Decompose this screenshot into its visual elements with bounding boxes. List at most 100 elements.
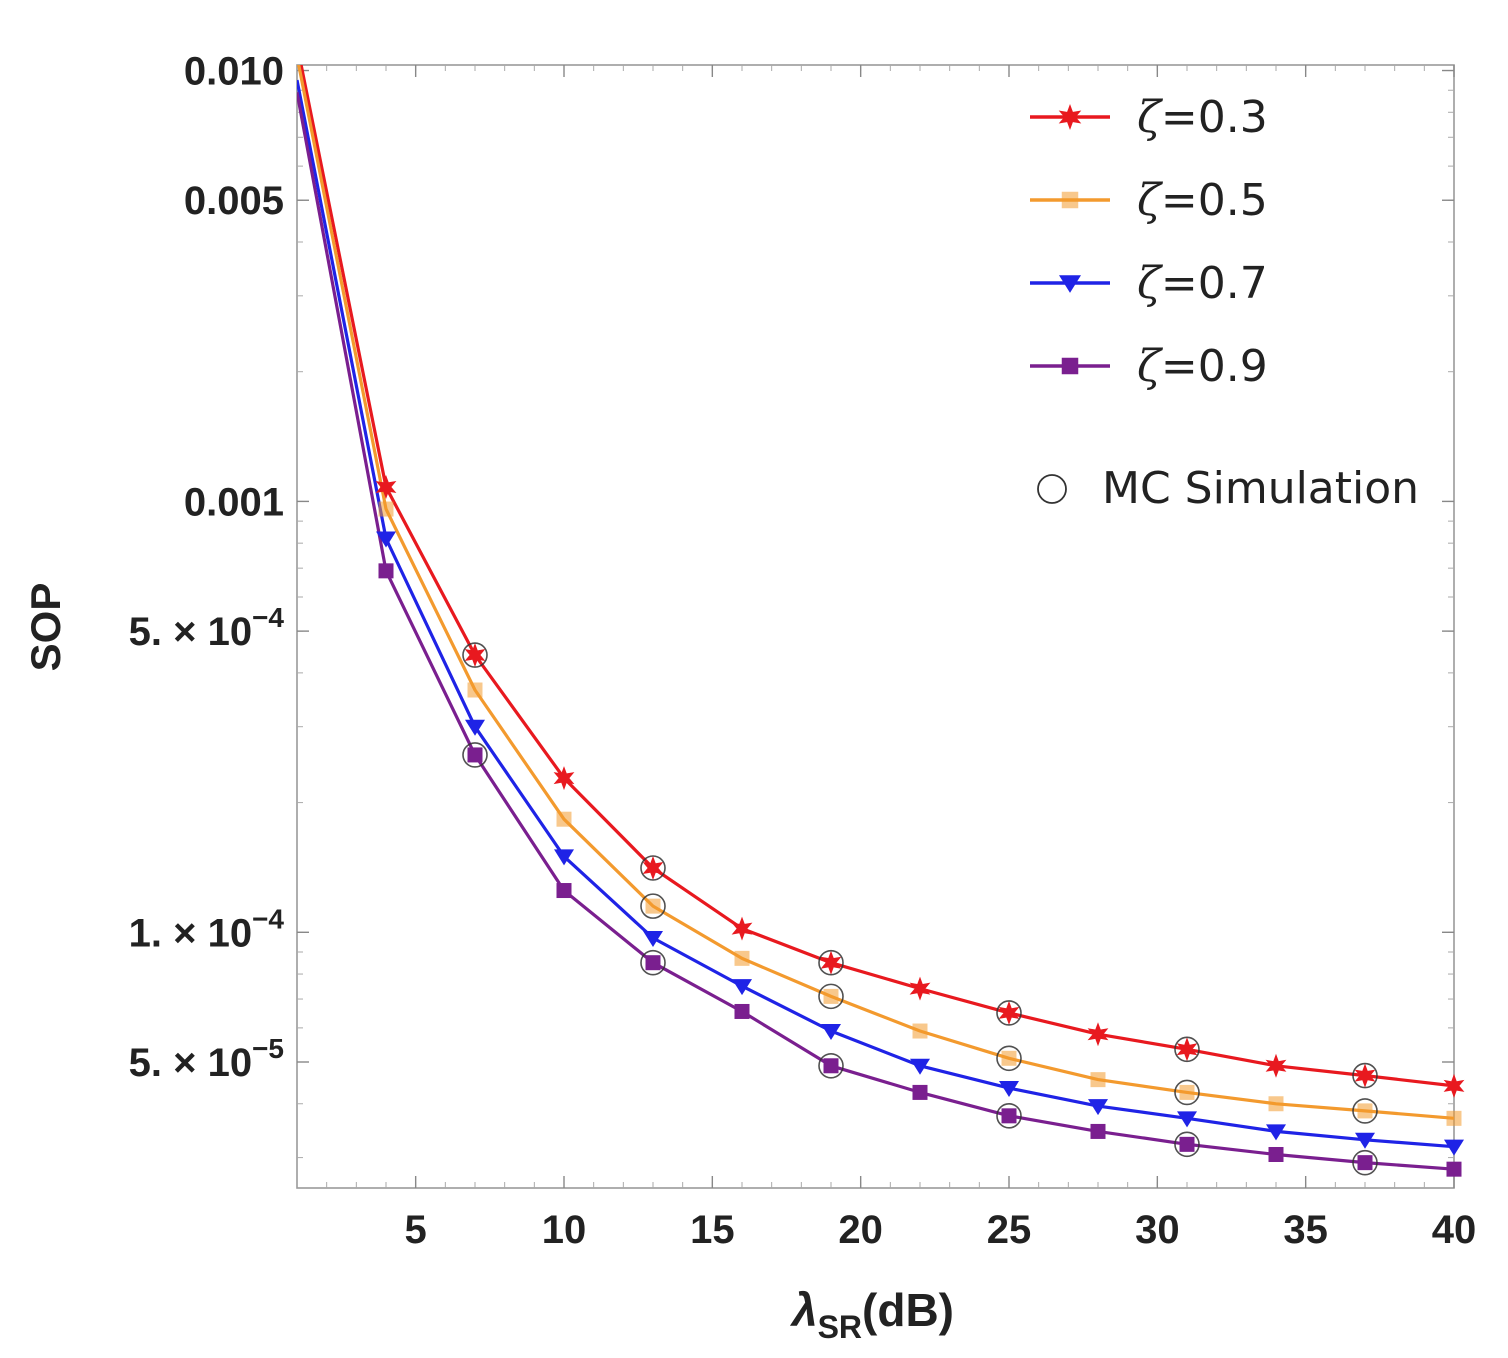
mc-simulation-point (1352, 1062, 1378, 1089)
legend-label-2: ζ=0.7 (1137, 258, 1268, 309)
series-3-marker (378, 563, 394, 579)
series-2-marker (999, 1081, 1019, 1098)
legend-label-1: ζ=0.5 (1137, 175, 1268, 226)
minor-ticks (297, 65, 1454, 1188)
series-3-marker (1446, 1161, 1462, 1177)
series-1-marker (645, 898, 661, 914)
y-tick-label: 0.001 (184, 480, 284, 524)
legend-marker-3 (1061, 357, 1079, 375)
x-tick-label: 40 (1432, 1208, 1477, 1252)
series-line-0 (299, 65, 1454, 1088)
series-0-marker (1087, 1022, 1109, 1047)
series-2-marker (643, 930, 663, 947)
series-markers (375, 475, 1465, 1177)
legend-label-0: ζ=0.3 (1137, 92, 1268, 143)
x-tick-label: 30 (1135, 1208, 1180, 1252)
mc-simulation-point (1174, 1079, 1200, 1106)
y-tick-label: 5. × 10−5 (129, 1033, 284, 1085)
series-3-marker (823, 1058, 839, 1074)
series-1-marker (912, 1023, 928, 1039)
y-tick-mantissa: 5. × 10 (129, 610, 252, 654)
series-2-marker (1088, 1099, 1108, 1116)
legend-zeta: ζ (1137, 258, 1164, 309)
mc-simulation-point (818, 983, 844, 1010)
series-0-marker (375, 475, 397, 499)
y-tick-mantissa: 1. × 10 (129, 911, 252, 955)
series-2-marker (1444, 1139, 1464, 1156)
x-axis-title-subscript: SR (818, 1309, 862, 1345)
mc-simulation-point (818, 1052, 844, 1079)
legend-marker-2 (1059, 275, 1081, 293)
mc-simulation-point (996, 1000, 1022, 1026)
series-2-marker (1177, 1111, 1197, 1128)
legend-zeta: ζ (1137, 92, 1164, 143)
legend-value: =0.7 (1161, 258, 1268, 309)
y-tick-label: 0.010 (184, 50, 284, 94)
series-0-marker (1443, 1073, 1465, 1098)
y-tick-mantissa: 0.001 (184, 480, 284, 524)
y-tick-label: 5. × 10−4 (129, 602, 285, 654)
legend-value: =0.9 (1161, 341, 1268, 392)
y-tick-mantissa: 5. × 10 (129, 1041, 252, 1085)
series-3-marker (1090, 1123, 1106, 1139)
y-tick-mantissa: 0.005 (184, 179, 284, 223)
series-0-marker (642, 856, 664, 880)
x-tick-label: 20 (838, 1208, 883, 1252)
series-1-marker (1001, 1050, 1017, 1066)
series-0-marker (1354, 1063, 1376, 1088)
series-1-marker (1446, 1110, 1462, 1126)
mc-simulation-point (996, 1045, 1022, 1072)
y-axis-title: SOP (22, 583, 69, 672)
series-3-marker (912, 1084, 928, 1100)
legend-value: =0.3 (1161, 92, 1268, 143)
series-line-1 (297, 65, 1454, 1120)
legend-value: =0.5 (1161, 175, 1268, 226)
series-1-marker (1268, 1096, 1284, 1112)
series-1-marker (378, 501, 394, 517)
series-1-marker (467, 682, 483, 698)
x-tick-label: 15 (690, 1208, 735, 1252)
mc-simulation-point (1174, 1036, 1200, 1063)
legend-mc-marker (1037, 474, 1067, 504)
mc-simulation-point (640, 893, 666, 919)
legend-zeta: ζ (1137, 175, 1164, 226)
x-tick-label: 5 (405, 1208, 427, 1252)
y-tick-exponent: −4 (252, 602, 284, 633)
mc-simulation-points (462, 642, 1378, 1176)
series-3-marker (1357, 1155, 1373, 1171)
x-axis-ticks: 5 10 15 20 25 30 35 40 (405, 65, 1477, 1252)
mc-simulation-point (818, 949, 844, 976)
y-tick-mantissa: 0.010 (184, 50, 284, 94)
series-0-marker (998, 1000, 1020, 1025)
series-line-2 (297, 79, 1454, 1149)
series-1-marker (823, 988, 839, 1004)
series-2-marker (376, 531, 396, 548)
series-lines (297, 65, 1454, 1171)
series-3-marker (1268, 1146, 1284, 1162)
x-axis-title-lambda: λ (789, 1284, 818, 1336)
series-0-marker (1265, 1053, 1287, 1078)
legend-marker-0 (1058, 104, 1082, 130)
series-0-marker (464, 643, 486, 667)
series-3-marker (1179, 1136, 1195, 1152)
legend-mc-label: MC Simulation (1102, 463, 1419, 514)
mc-simulation-point (1352, 1098, 1378, 1124)
series-0-marker (731, 916, 753, 941)
y-tick-exponent: −5 (252, 1033, 284, 1064)
series-1-marker (1090, 1072, 1106, 1088)
mc-simulation-point (462, 642, 488, 668)
series-1-marker (1179, 1084, 1195, 1100)
y-tick-label: 1. × 10−4 (129, 903, 285, 955)
series-3-marker (467, 747, 483, 763)
y-tick-exponent: −4 (252, 903, 284, 934)
mc-simulation-point (996, 1103, 1022, 1129)
series-line-3 (297, 92, 1454, 1171)
plot-frame (296, 64, 1455, 1189)
series-1-marker (734, 950, 750, 966)
series-2-marker (554, 849, 574, 866)
x-tick-label: 25 (987, 1208, 1032, 1252)
series-0-marker (909, 976, 931, 1001)
series-2-marker (910, 1058, 930, 1075)
x-tick-label: 10 (542, 1208, 587, 1252)
